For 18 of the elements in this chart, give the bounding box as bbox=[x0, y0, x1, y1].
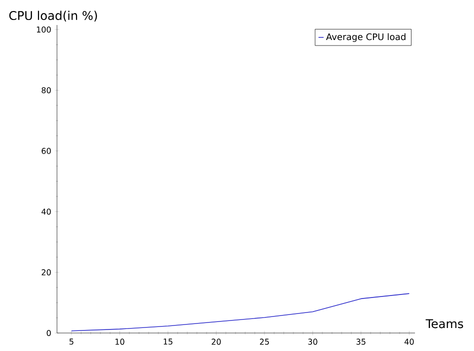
y-tick-label: 40 bbox=[42, 208, 51, 215]
x-tick-label: 10 bbox=[116, 338, 124, 345]
line-series bbox=[71, 293, 410, 332]
x-tick-label: 30 bbox=[308, 338, 318, 345]
y-tick-label: 20 bbox=[42, 269, 51, 276]
legend-label: Average CPU load bbox=[326, 33, 406, 42]
x-tick-label: 20 bbox=[212, 338, 221, 345]
x-tick-label: 25 bbox=[260, 338, 269, 345]
y-tick-label: 60 bbox=[42, 148, 51, 154]
x-tick-label: 5 bbox=[70, 338, 74, 345]
x-tick-label: 40 bbox=[404, 338, 414, 345]
x-tick-label: 35 bbox=[356, 338, 366, 345]
y-tick-label: 100 bbox=[36, 26, 51, 33]
x-axis-title: Teams bbox=[426, 319, 464, 328]
y-axis-title: CPU load(in %) bbox=[9, 10, 97, 22]
y-tick-label: 0 bbox=[46, 330, 51, 336]
x-tick-label: 15 bbox=[164, 338, 172, 345]
y-tick-label: 80 bbox=[42, 87, 51, 94]
